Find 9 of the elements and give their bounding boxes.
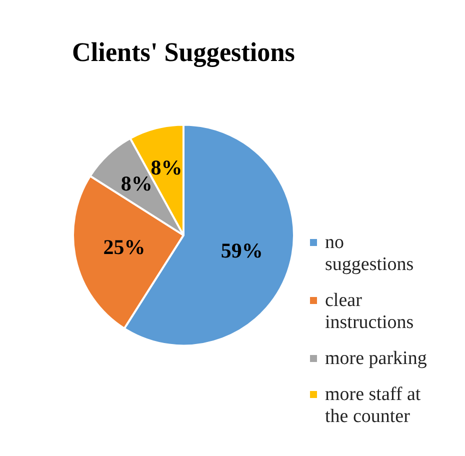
data-label: 8%: [150, 155, 182, 180]
data-label: 8%: [120, 172, 152, 196]
legend-label: more staff at the counter: [325, 384, 422, 428]
legend-label: more parking: [325, 348, 427, 370]
legend-label: no suggestions: [325, 232, 415, 276]
data-label: 59%: [220, 238, 263, 263]
chart-title: Clients' Suggestions: [72, 36, 295, 68]
data-label: 25%: [103, 234, 146, 259]
legend-label: clear instructions: [325, 290, 415, 334]
